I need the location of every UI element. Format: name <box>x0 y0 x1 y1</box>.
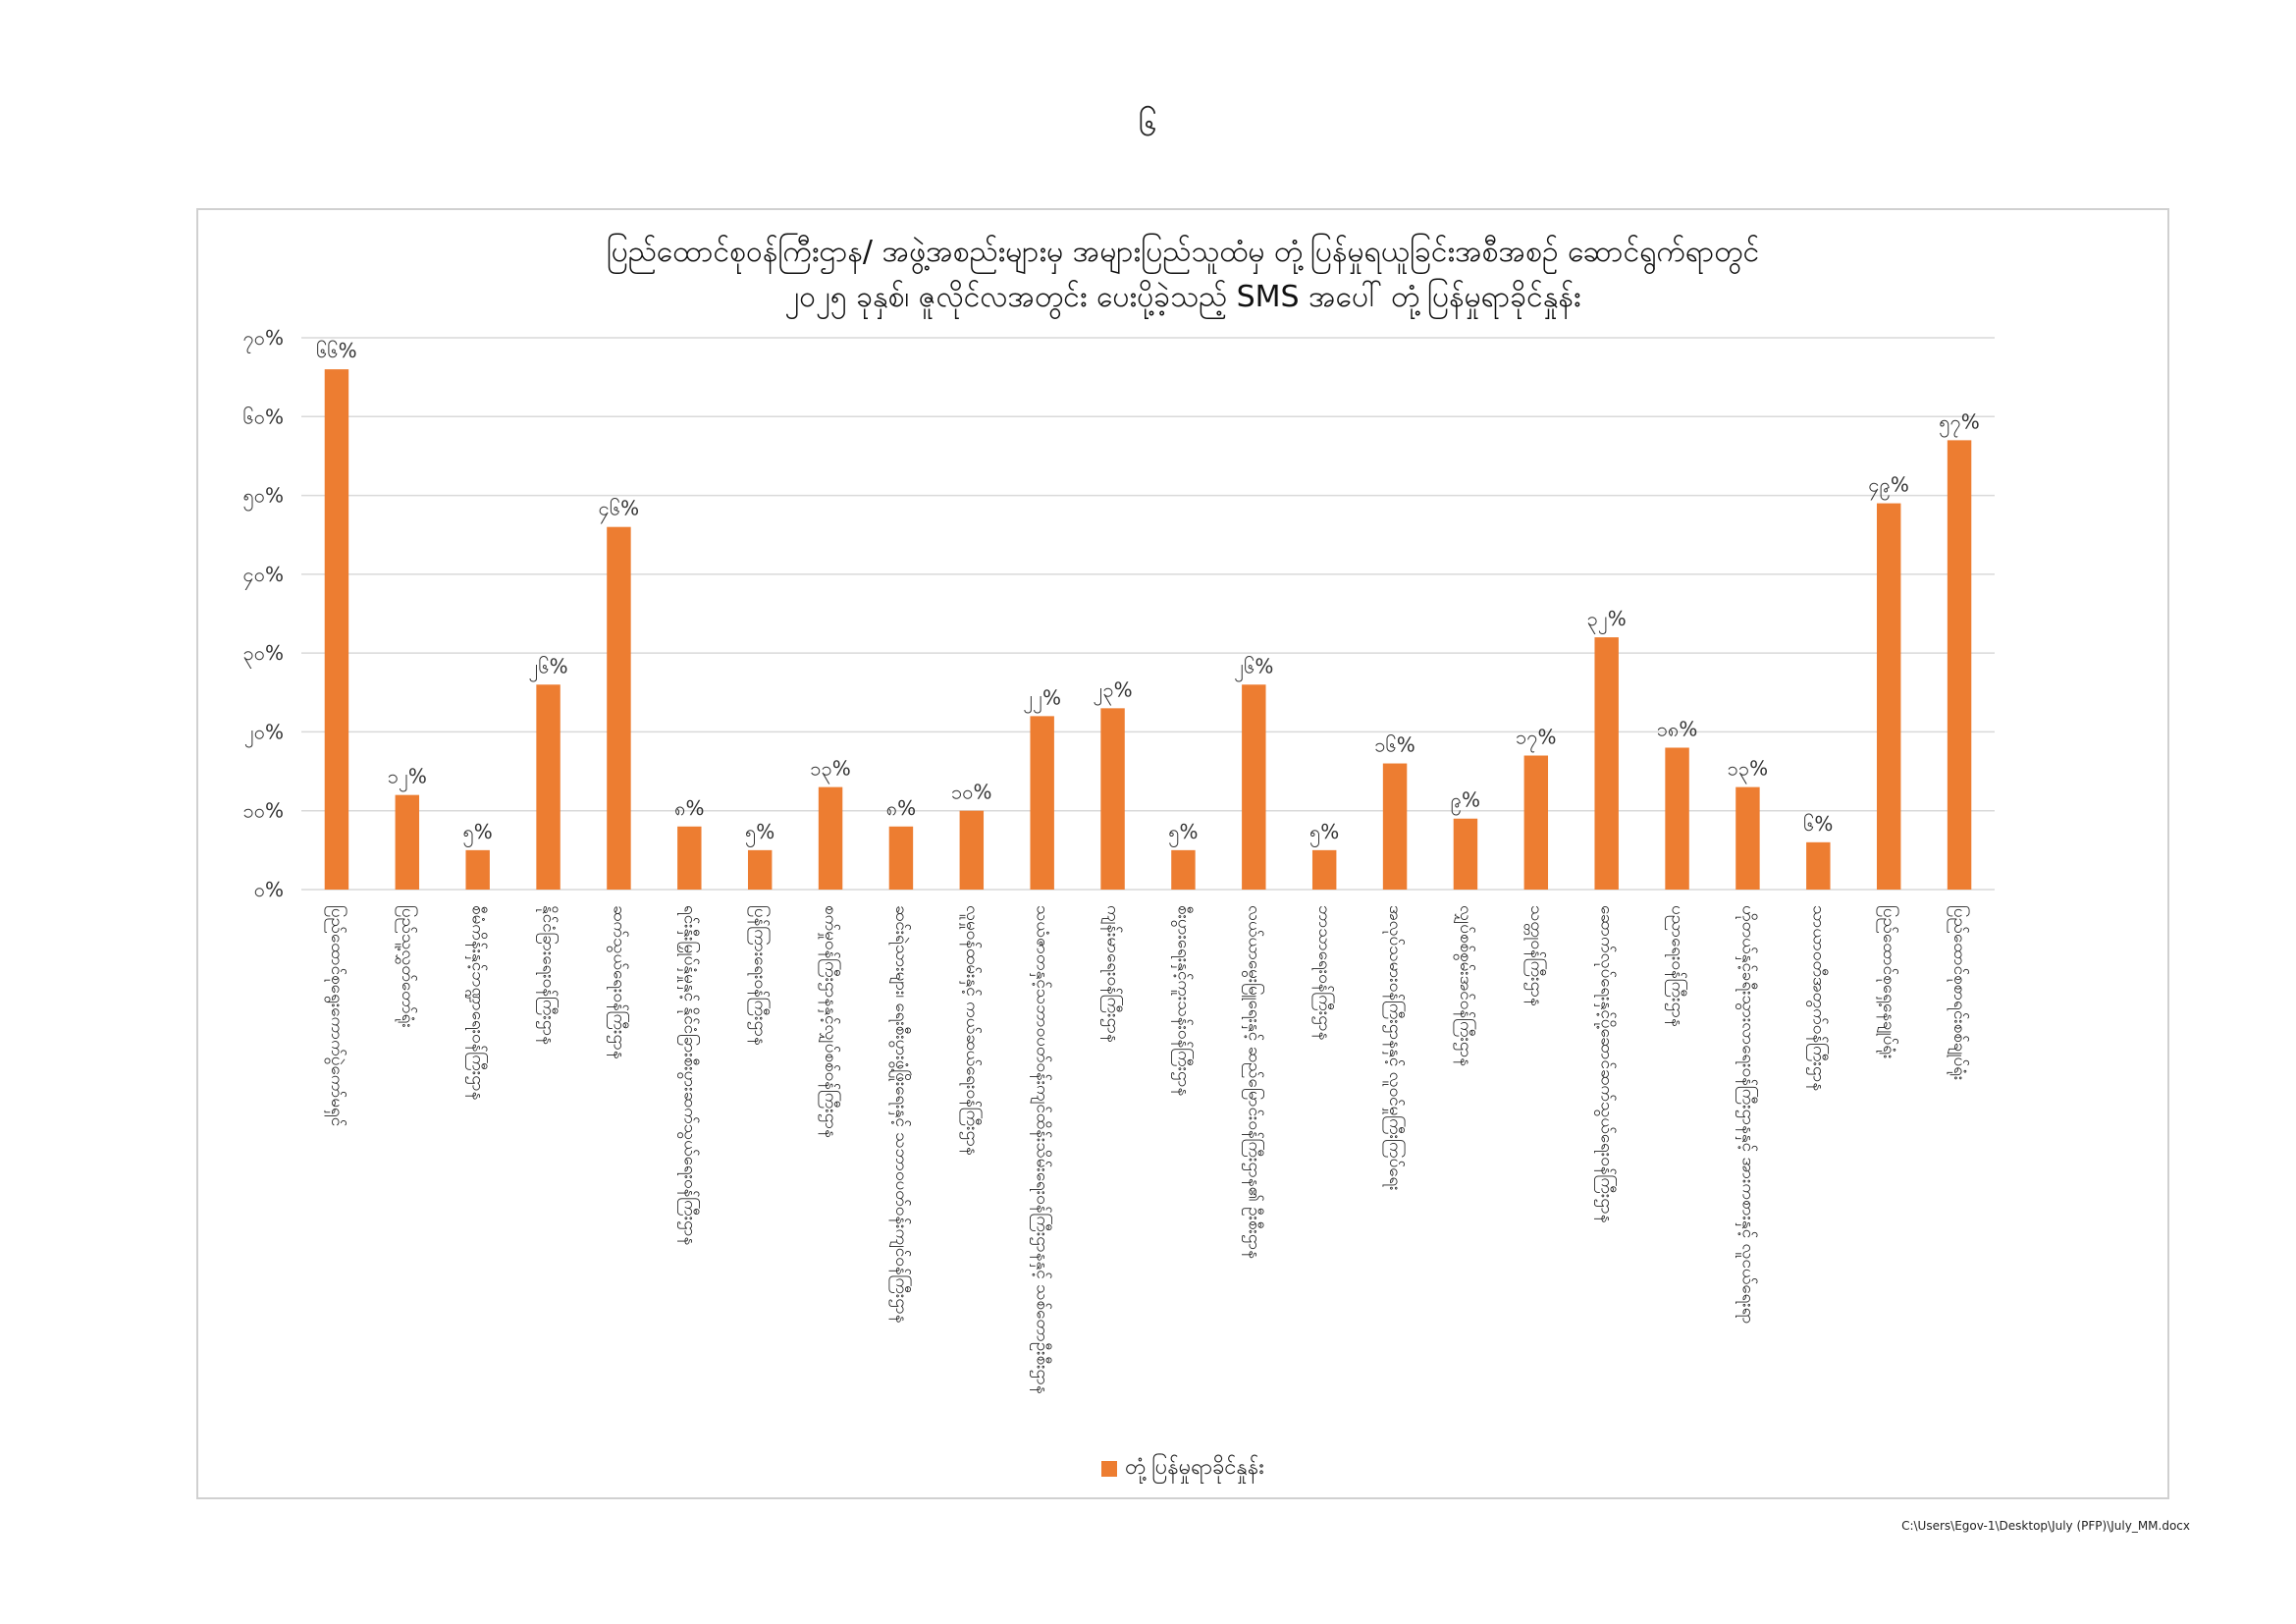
y-tick-label: ၇၀% <box>242 326 284 353</box>
bar <box>324 369 349 891</box>
page-number: ၆ <box>1138 105 1157 144</box>
x-category-label: ကျန်းမာရေးဝန်ကြီးဌာန <box>1100 905 1125 1043</box>
bar-value-label: ၈% <box>886 796 916 820</box>
y-tick-label: ၁၀% <box>242 799 284 823</box>
chart-title: ပြည်ထောင်စုဝန်ကြီးဌာန/ အဖွဲ့အစည်းများမှ … <box>198 230 2167 320</box>
y-tick-label: ၄၀% <box>242 563 284 590</box>
x-category-label: စီမံကိန်းနှင့်ဘဏ္ဍာရေးဝန်ကြီးဌာန <box>465 905 490 1100</box>
x-category-label: ဟိုတယ်နှင့်ခရီးသွားလာရေးဝန်ကြီးဌာနနှင့် … <box>1735 905 1759 1324</box>
x-category-label: ဆင်းရဲသားများ၊ ရေးစီးပွားဖွံ့ဖြိုးရေးနှင… <box>888 905 913 1324</box>
bar <box>1523 755 1549 890</box>
bar <box>1947 440 1972 890</box>
bar <box>1806 841 1831 890</box>
bar-value-label: ၃၂% <box>1587 607 1627 634</box>
bar-value-label: ၁၆% <box>1374 733 1415 757</box>
bar <box>1171 849 1196 890</box>
x-category-label: လူမှုဝန်ထမ်းနှင့် ကယ်ဆယ်ရေးဝန်ကြီးဌာန <box>959 905 984 1156</box>
bar <box>1242 684 1266 890</box>
bar <box>1311 849 1337 890</box>
bar-value-label: ၁၂% <box>388 765 427 792</box>
bar-value-label: ၅၇% <box>1939 409 1980 437</box>
bar-value-label: ၁၀% <box>951 781 992 804</box>
bar <box>747 849 773 890</box>
x-category-label: ပြည်သူ့လွှတ်တော်ရုံး <box>395 905 419 1028</box>
x-category-label: သာယာဝတီအတွက်ဝန်ကြီးဌာန <box>1805 905 1830 1091</box>
x-category-label: ပညာရေးဝန်ကြီးဌာန <box>1665 905 1689 1027</box>
bar-value-label: ၁၇% <box>1516 726 1557 753</box>
x-category-label: စီးပွားရေးနှင့်ကူးသန်းဝန်ကြီးဌာန <box>1170 905 1195 1096</box>
bar-value-label: ၅% <box>745 820 774 847</box>
bar <box>536 684 561 890</box>
bar <box>1100 708 1125 890</box>
bar-value-label: ၂၆% <box>1234 654 1273 681</box>
x-category-label: ပြည်ထောင်စုရှေ့နေချုပ်ရုံး <box>1876 905 1900 1058</box>
bar <box>818 786 843 890</box>
bar-value-label: ၁၈% <box>1657 717 1698 740</box>
x-category-label: လျှပ်စစ်စွမ်းအင်ဝန်ကြီးဌာန <box>1453 905 1477 1066</box>
bar-value-label: ၆၆% <box>316 339 357 362</box>
y-tick-label: ၅၀% <box>242 484 284 512</box>
bar <box>959 810 985 890</box>
chart-frame: ပြည်ထောင်စုဝန်ကြီးဌာန/ အဖွဲ့အစည်းများမှ … <box>196 208 2169 1499</box>
y-tick-label: ၂၀% <box>244 720 284 747</box>
bar-value-label: ၅% <box>463 820 493 847</box>
y-tick-label: ၀% <box>254 878 284 901</box>
bar-value-label: ၈% <box>674 796 704 820</box>
y-tick-label: ၃၀% <box>242 641 284 669</box>
bar-value-label: ၂၃% <box>1094 677 1133 705</box>
bar <box>395 794 420 890</box>
bar <box>888 826 914 890</box>
bar <box>1453 818 1478 890</box>
x-category-label: အလုပ်သမားဝန်ကြီးဌာနနှင့် လူဝင်မှုကြီးကြပ… <box>1382 905 1407 1191</box>
bar-value-label: ၆% <box>1803 812 1833 836</box>
bar-value-label: ၉% <box>1451 788 1480 816</box>
chart-title-line-2: ၂၀၂၅ ခုနှစ်၊ ဇူလိုင်လအတွင်း ပေးပို့ခဲ့သည… <box>784 280 1581 314</box>
x-category-label: ဘာသာရေးဝန်ကြီးဌာန <box>1311 905 1336 1040</box>
x-category-label: သတ္တုဝန်ကြီးဌာန <box>1523 905 1548 1006</box>
x-category-label: လယ်ယာမွေးမြူရေးနှင့် ဆည်မြောင်းဝန်ကြီးဌာ… <box>1241 905 1265 1259</box>
bar <box>1735 786 1760 890</box>
bar-value-label: ၂၆% <box>529 654 568 681</box>
x-category-label: နိုင်ငံခြားရေးဝန်ကြီးဌာန <box>536 905 561 1045</box>
bar-value-label: ၄၉% <box>1868 473 1909 501</box>
x-category-label: ပြန်ကြားရေးဝန်ကြီးဌာန <box>747 905 772 1046</box>
chart-title-line-1: ပြည်ထောင်စုဝန်ကြီးဌာန/ အဖွဲ့အစည်းများမှ … <box>606 235 1760 269</box>
bar <box>465 849 490 890</box>
bar-value-label: ၄၆% <box>599 497 640 524</box>
x-category-label: စက်မှုဝန်ကြီးဌာနနှင့်လျှပ်စစ်ဝန်ကြီးဌာန <box>818 905 842 1138</box>
x-category-label: ရင်းနှီးမြှုပ်နှံမှုနှင့် နိုင်ငံခြားစီး… <box>676 905 701 1245</box>
bar-value-label: ၅% <box>1309 820 1339 847</box>
footer-file-path: C:\Users\Egov-1\Desktop\July (PFP)\July_… <box>1901 1519 2190 1533</box>
x-category-label: ဆောက်လုပ်ရေးနှင့်ပို့ဆောင်ဆက်သွယ်ရေးဝန်က… <box>1594 905 1619 1223</box>
bar <box>1030 716 1054 890</box>
bar <box>1876 503 1901 890</box>
x-category-label: ပြည်ထောင်စုစာရင်းစစ်ချုပ်ရုံး <box>1947 905 1971 1080</box>
bar-value-label: ၅% <box>1168 820 1198 847</box>
x-category-label: ပြည်ထောင်စုရွေးကောက်ပွဲကော်မရှင် <box>324 905 348 1126</box>
legend-label: တုံ့ပြန်မှုရာခိုင်နှုန်း <box>1125 1455 1264 1480</box>
bar <box>1594 637 1619 890</box>
bar <box>677 826 702 890</box>
bar-chart: ၀% ၁၀% ၂၀% ၃၀% ၄၀% ၅၀% ၆၀% ၇၀% ၆၆% ပြည်ထောင်စုရွေ… <box>242 326 1995 1394</box>
bar-value-label: ၁၃% <box>810 757 851 785</box>
bar <box>1382 763 1408 890</box>
bar-value-label: ၁၃% <box>1728 757 1769 785</box>
bar <box>607 526 631 890</box>
x-category-label: သယံဇာတနှင့်သဘာဝပတ်ဝန်းကျင်ထိန်းသိမ်းရေးဝ… <box>1030 905 1054 1394</box>
chart-legend: တုံ့ပြန်မှုရာခိုင်နှုန်း <box>198 1452 2167 1485</box>
bar <box>1665 747 1689 890</box>
y-tick-label: ၆၀% <box>242 405 284 428</box>
x-category-label: ဆက်သွယ်ရေးဝန်ကြီးဌာန <box>606 905 630 1059</box>
legend-swatch <box>1101 1460 1118 1477</box>
bar-value-label: ၂၂% <box>1023 685 1061 713</box>
